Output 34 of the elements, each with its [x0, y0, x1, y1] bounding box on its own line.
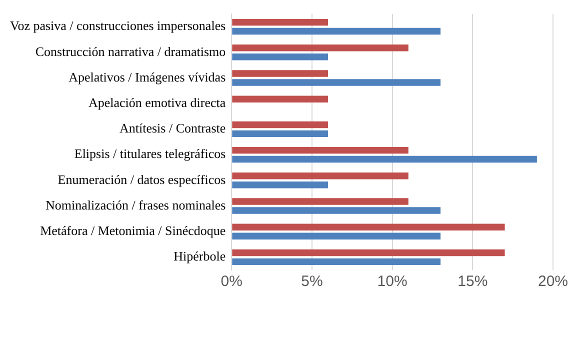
bar [232, 18, 328, 26]
bar [232, 258, 441, 266]
y-tick-label: Nominalización / frases nominales [46, 197, 226, 212]
bar [232, 44, 408, 52]
bar [232, 54, 328, 60]
x-tick-label: 20% [538, 273, 568, 290]
x-tick-label: 0% [220, 273, 242, 290]
bar [232, 121, 328, 128]
bar [232, 224, 505, 230]
bar [232, 182, 328, 188]
y-tick-label: Apelación emotiva directa [88, 95, 226, 110]
bar [232, 249, 505, 256]
bar [232, 156, 537, 163]
y-tick-label: Construcción narrativa / dramatismo [35, 44, 226, 59]
y-tick-label: Metáfora / Metonimia / Sinécdoque [40, 223, 226, 238]
bar [232, 198, 408, 205]
bar [232, 146, 408, 154]
bar [232, 79, 441, 86]
x-tick-label: 10% [377, 273, 408, 290]
bar [232, 96, 328, 102]
bar [232, 172, 408, 180]
bar [232, 70, 328, 77]
bar [232, 28, 441, 35]
y-tick-label: Hipérbole [174, 248, 226, 264]
bar [232, 232, 441, 240]
y-tick-label: Voz pasiva / construcciones impersonales [10, 18, 226, 34]
y-tick-label: Apelativos / Imágenes vívidas [68, 69, 226, 84]
x-tick-label: 5% [301, 273, 323, 290]
x-tick-label: 15% [458, 273, 488, 290]
bar [232, 207, 441, 214]
bar [232, 130, 328, 138]
y-tick-label: Enumeración / datos específicos [58, 172, 226, 187]
y-tick-label: Antítesis / Contraste [119, 120, 226, 136]
y-tick-label: Elipsis / titulares telegráficos [74, 146, 226, 162]
